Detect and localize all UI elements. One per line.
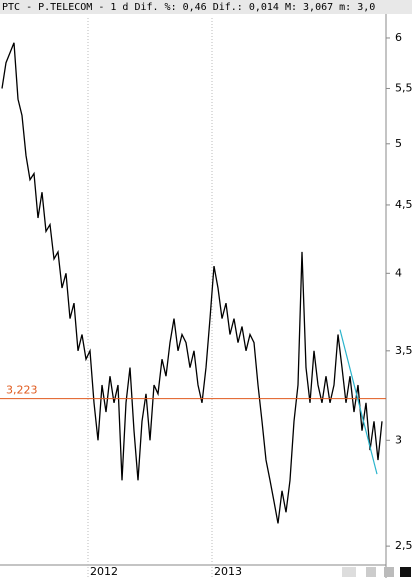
- y-tick-label: 3: [395, 433, 402, 446]
- y-tick-label: 4: [395, 266, 402, 279]
- y-tick-label: 4,5: [395, 198, 412, 211]
- price-line: [1, 42, 383, 524]
- tool-icon[interactable]: [366, 567, 376, 577]
- x-tick-label: 2013: [214, 565, 242, 578]
- trendline: [339, 329, 378, 475]
- toolbar: [342, 567, 411, 577]
- tool-icon[interactable]: [384, 567, 394, 577]
- y-tick-label: 6: [395, 31, 402, 44]
- tool-icon[interactable]: [400, 567, 411, 577]
- y-tick-label: 5,5: [395, 81, 412, 94]
- reference-label: 3,223: [6, 384, 38, 397]
- y-tick-label: 3,5: [395, 344, 412, 357]
- header-bar: [0, 0, 412, 14]
- x-tick-label: 2012: [90, 565, 118, 578]
- y-tick-label: 5: [395, 137, 402, 150]
- chart-title: PTC - P.TELECOM - 1 d Dif. %: 0,46 Dif.:…: [2, 2, 375, 13]
- y-tick-label: 2,5: [395, 539, 412, 552]
- tool-icon[interactable]: [342, 567, 356, 577]
